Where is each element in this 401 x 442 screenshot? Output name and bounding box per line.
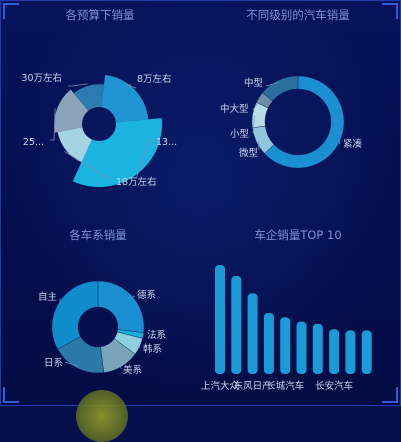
top10-bar-chart: 上汽大众东风日产长城汽车长安汽车 xyxy=(201,265,372,392)
top10-bar-1[interactable] xyxy=(231,276,241,374)
top10-bar-8[interactable] xyxy=(345,330,355,374)
budget-rose-label-3: 25... xyxy=(23,137,44,148)
series-donut-label-0: 德系 xyxy=(137,289,156,301)
top10-bar-5[interactable] xyxy=(297,322,307,374)
series-donut-label-1: 法系 xyxy=(147,329,166,341)
class-donut-slice-4[interactable] xyxy=(263,76,298,101)
top10-tick-label-4: 长城汽车 xyxy=(266,380,304,392)
top10-bar-3[interactable] xyxy=(264,313,274,374)
class-donut-label-2: 小型 xyxy=(230,129,250,140)
top10-bar-9[interactable] xyxy=(362,330,372,374)
budget-rose-label-4: 30万左右 xyxy=(21,72,62,84)
budget-rose-leader-3 xyxy=(50,108,55,140)
class-chart-title: 不同级别的汽车销量 xyxy=(246,8,350,22)
budget-rose-label-1: 13... xyxy=(156,137,177,148)
top10-tick-label-7: 长安汽车 xyxy=(315,380,353,392)
budget-rose-leader-4 xyxy=(68,84,87,86)
class-donut-label-0: 紧凑 xyxy=(343,138,363,150)
top10-bar-7[interactable] xyxy=(329,329,339,374)
budget-rose-label-2: 18万左右 xyxy=(116,176,157,188)
series-donut-label-3: 美系 xyxy=(123,364,142,376)
top10-bar-4[interactable] xyxy=(280,317,290,374)
decorative-glow-orb xyxy=(76,390,128,442)
class-donut-label-1: 微型 xyxy=(239,147,259,159)
series-chart-title: 各车系销量 xyxy=(69,228,127,242)
series-donut-slice-5[interactable] xyxy=(52,281,98,349)
budget-rose-chart: 8万左右 13... 18万左右 25... 30万左右 xyxy=(21,72,177,188)
top10-bar-2[interactable] xyxy=(248,293,258,374)
dashboard-charts: 各预算下销量 不同级别的汽车销量 各车系销量 车企销量TOP 10 8万左右 13… xyxy=(0,0,401,406)
class-donut-label-3: 中大型 xyxy=(220,103,249,115)
series-donut-label-2: 韩系 xyxy=(143,343,162,355)
top10-bar-6[interactable] xyxy=(313,324,323,374)
class-donut-label-4: 中型 xyxy=(244,77,264,89)
budget-chart-title: 各预算下销量 xyxy=(66,8,135,22)
budget-rose-label-0: 8万左右 xyxy=(137,73,172,85)
series-donut-label-4: 日系 xyxy=(44,358,63,369)
top10-chart-title: 车企销量TOP 10 xyxy=(254,228,341,242)
series-donut-slice-0[interactable] xyxy=(98,281,144,333)
top10-bar-0[interactable] xyxy=(215,265,225,374)
series-donut-label-5: 自主 xyxy=(38,291,57,303)
